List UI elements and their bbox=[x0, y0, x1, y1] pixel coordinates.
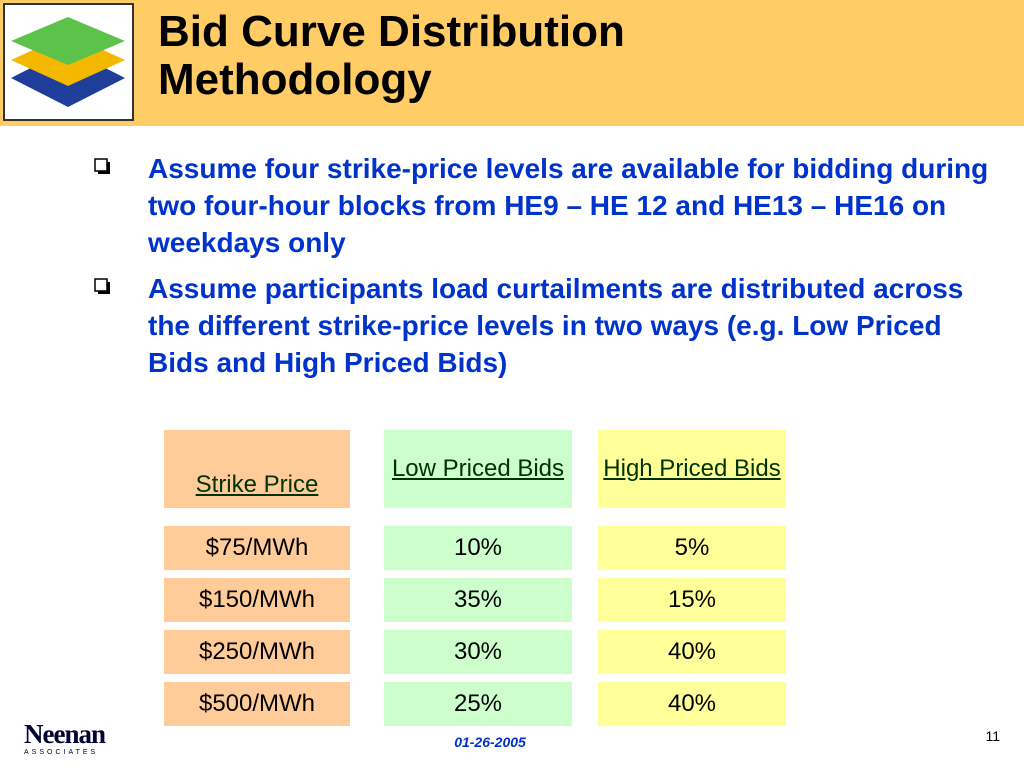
title-bar bbox=[0, 0, 1024, 126]
table-cell-low-priced: 30% bbox=[384, 630, 572, 674]
footer-date: 01-26-2005 bbox=[454, 734, 526, 750]
bullet-item: Assume participants load curtailments ar… bbox=[88, 270, 998, 381]
slide-title: Bid Curve Distribution Methodology bbox=[158, 7, 625, 104]
page-number: 11 bbox=[985, 728, 1000, 744]
table-cell-high-priced: 40% bbox=[598, 630, 786, 674]
table-cell-low-priced: 35% bbox=[384, 578, 572, 622]
layered-diamonds-logo-icon bbox=[3, 3, 134, 121]
hollow-square-bullet-icon bbox=[94, 278, 110, 294]
table-cell-high-priced: 15% bbox=[598, 578, 786, 622]
table-cell-strike-price: $150/MWh bbox=[164, 578, 350, 622]
table-cell-strike-price: $75/MWh bbox=[164, 526, 350, 570]
logo-subtitle: ASSOCIATES bbox=[24, 749, 99, 756]
bullet-list: Assume four strike-price levels are avai… bbox=[88, 150, 998, 390]
logo-name: Neenan bbox=[24, 719, 106, 749]
table-cell-high-priced: 5% bbox=[598, 526, 786, 570]
bullet-item: Assume four strike-price levels are avai… bbox=[88, 150, 998, 261]
header-strike-price: Strike Price bbox=[164, 430, 350, 508]
bullet-text: Assume participants load curtailments ar… bbox=[148, 273, 964, 378]
table-cell-strike-price: $500/MWh bbox=[164, 682, 350, 726]
neenan-logo: Neenan ASSOCIATES bbox=[24, 719, 106, 760]
header-low-priced-bids: Low Priced Bids bbox=[384, 430, 572, 508]
hollow-square-bullet-icon bbox=[94, 158, 110, 174]
bullet-text: Assume four strike-price levels are avai… bbox=[148, 153, 989, 258]
header-high-priced-bids: High Priced Bids bbox=[598, 430, 786, 508]
table-cell-high-priced: 40% bbox=[598, 682, 786, 726]
table-cell-strike-price: $250/MWh bbox=[164, 630, 350, 674]
table-cell-low-priced: 10% bbox=[384, 526, 572, 570]
table-cell-low-priced: 25% bbox=[384, 682, 572, 726]
